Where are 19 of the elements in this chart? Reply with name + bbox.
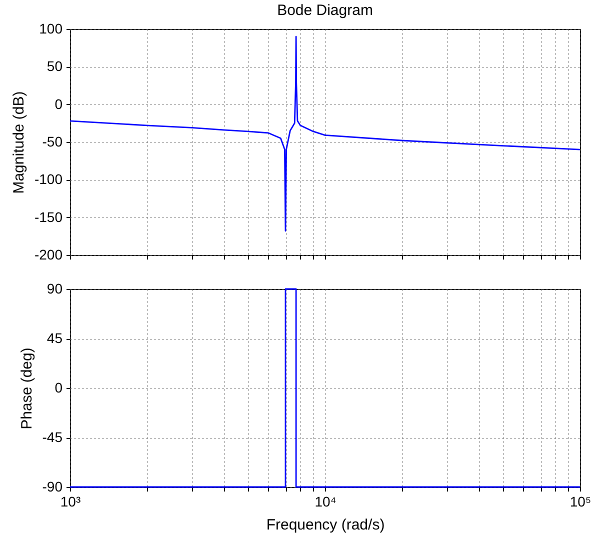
y-tick-label: 0 [54, 96, 63, 112]
chart-title: Bode Diagram [277, 2, 373, 19]
y-tick-label: 90 [46, 280, 63, 296]
y-tick-label: 45 [46, 330, 63, 346]
y-axis-title: Magnitude (dB) [10, 91, 28, 194]
y-tick-label: -200 [34, 246, 63, 262]
x-tick-label: 10⁴ [314, 494, 336, 510]
x-tick-label: 10⁵ [570, 494, 592, 510]
y-tick-label: 100 [39, 20, 63, 36]
y-tick-label: -90 [42, 478, 63, 494]
y-tick-label: -150 [34, 208, 63, 225]
y-axis-title: Phase (deg) [18, 348, 36, 430]
y-tick-label: 0 [54, 380, 63, 396]
y-tick-label: -50 [42, 134, 63, 150]
y-tick-label: -100 [34, 171, 63, 188]
x-axis-title: Frequency (rad/s) [266, 516, 385, 534]
y-tick-label: -45 [42, 429, 63, 445]
x-tick-label: 10³ [60, 494, 81, 510]
y-tick-label: 50 [46, 58, 63, 74]
